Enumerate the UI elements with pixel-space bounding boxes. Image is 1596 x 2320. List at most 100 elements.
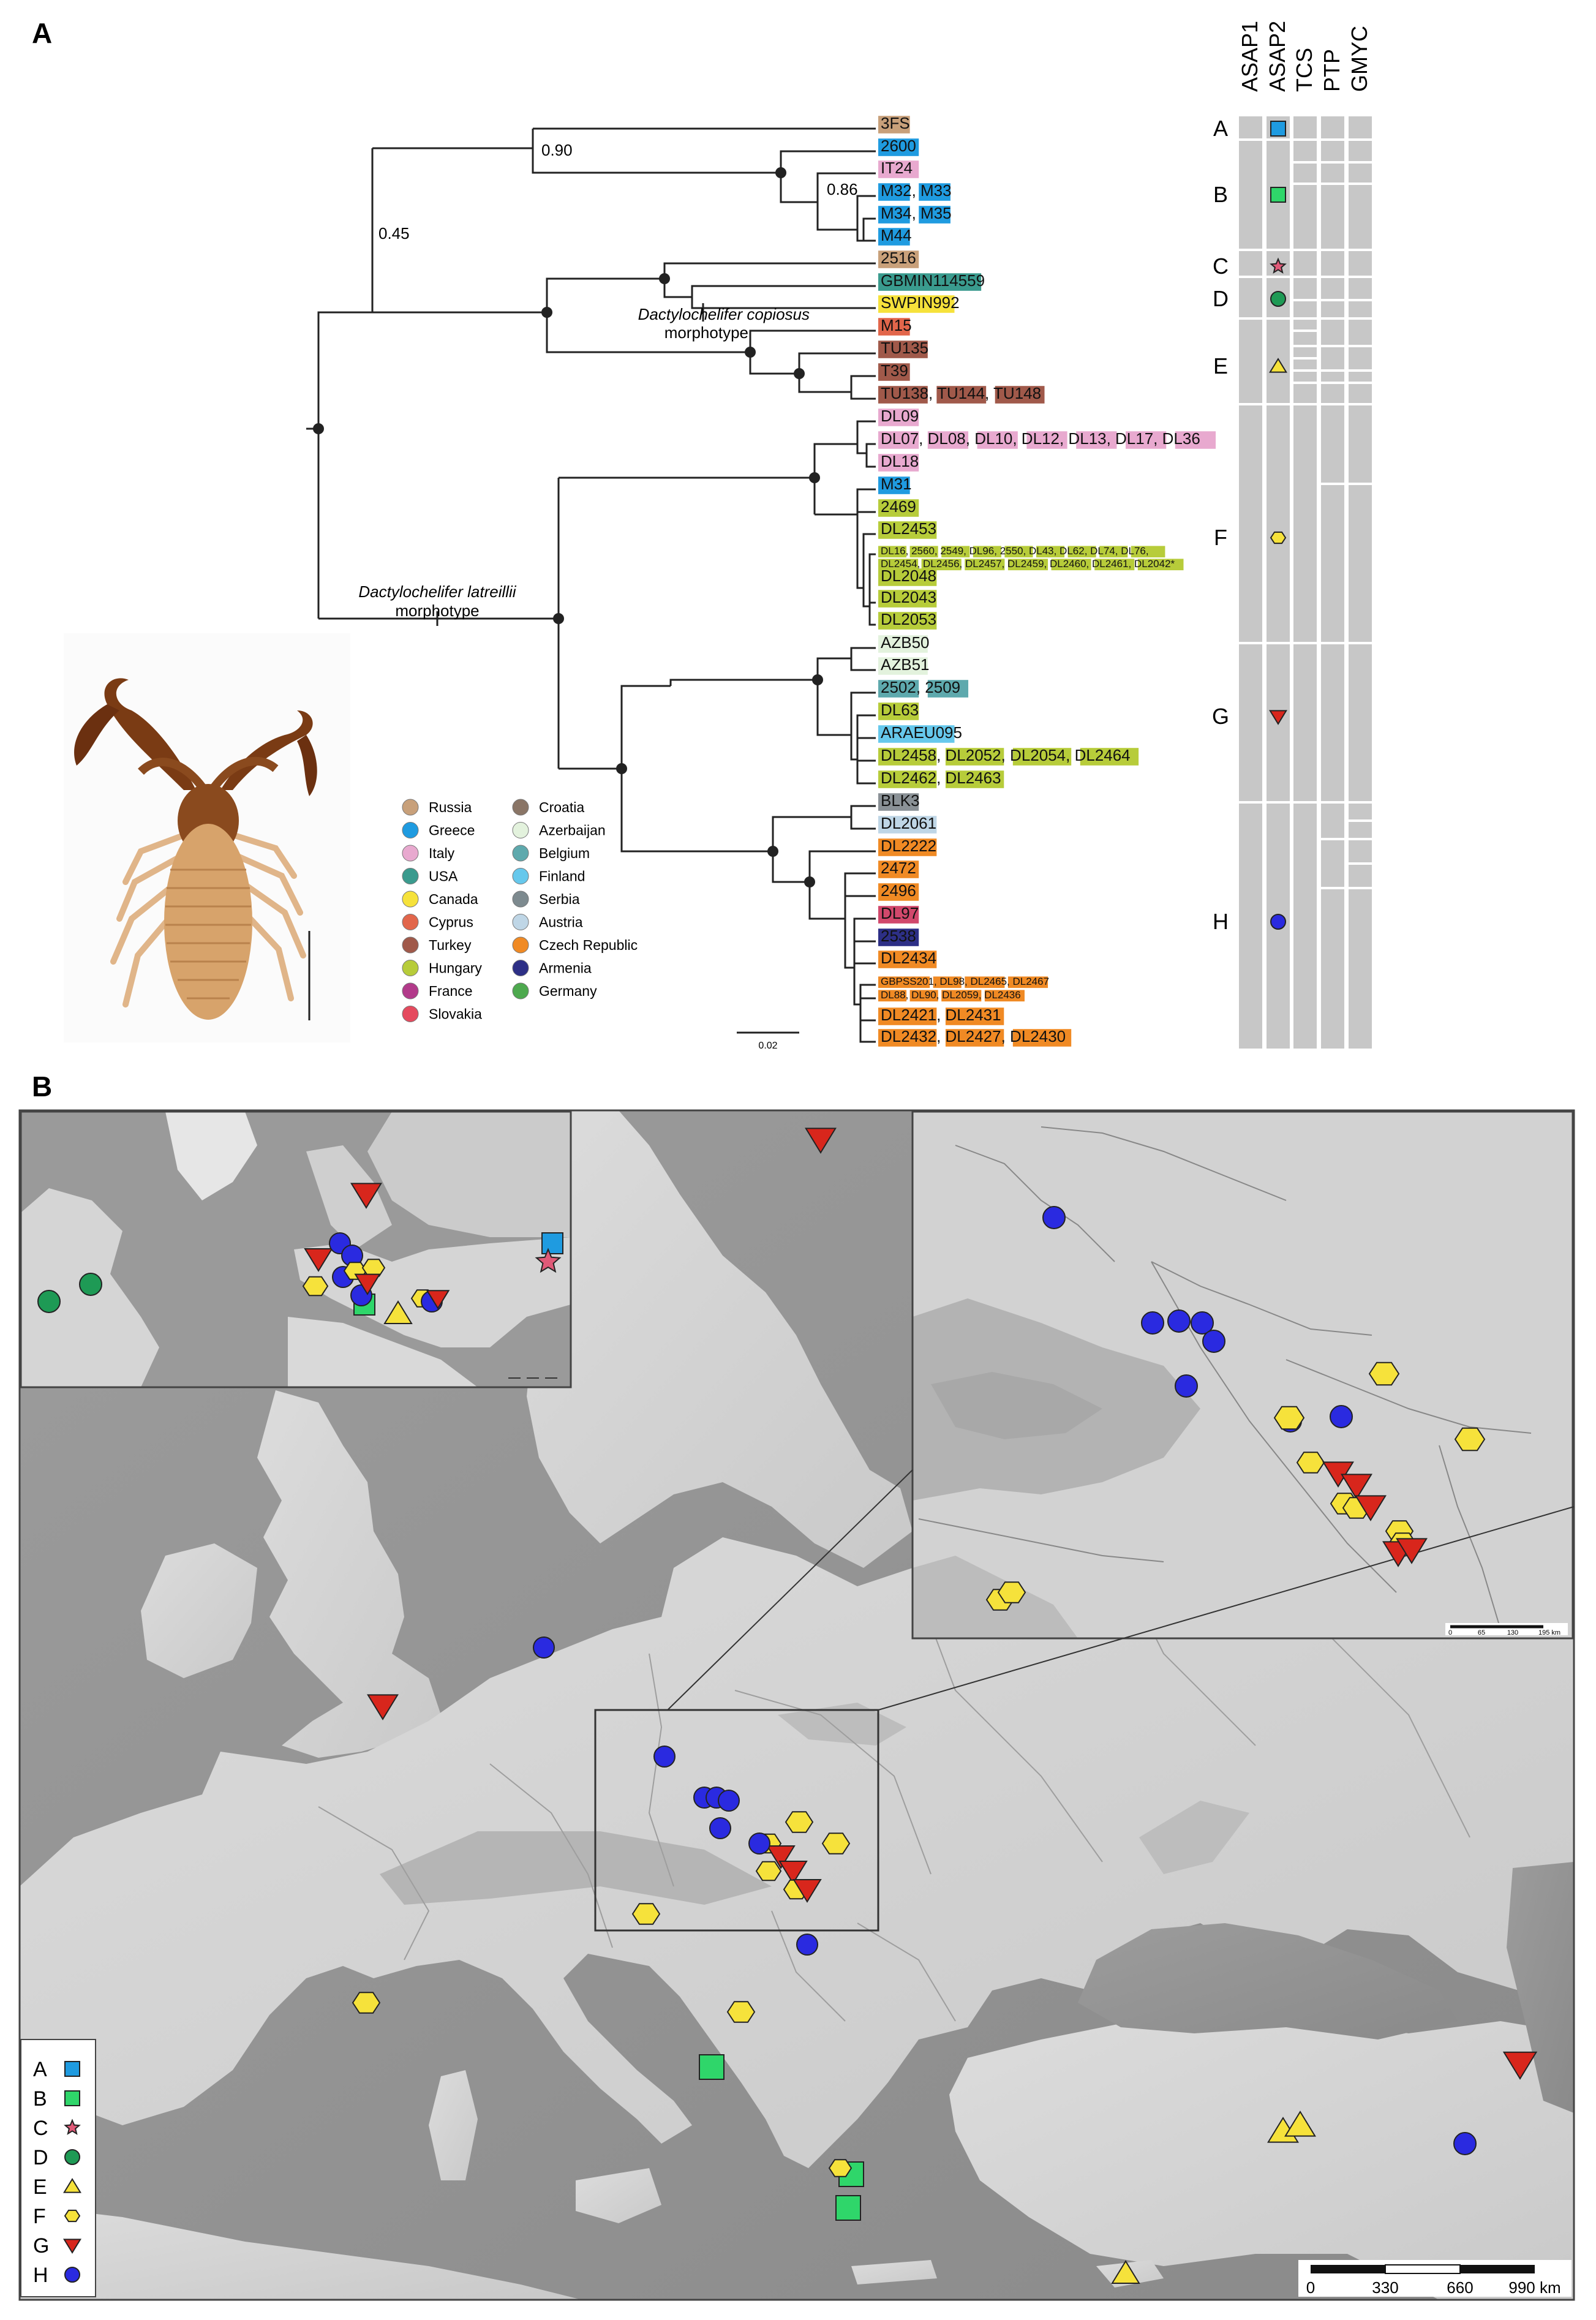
legend-swatch	[512, 845, 529, 862]
clade-legend-letter: G	[33, 2234, 49, 2258]
tree-branch	[850, 735, 857, 761]
tip-highlight	[1004, 546, 1033, 558]
tree-node	[541, 307, 552, 318]
tree-branch	[862, 588, 870, 608]
tip-label: DL97	[881, 904, 919, 922]
tree-branch	[859, 1004, 876, 1043]
node-support-086: 0.86	[827, 180, 858, 198]
tree-branch	[691, 297, 876, 309]
legend-label: Hungary	[429, 960, 482, 976]
inset-scale-labels: 0 65 130 195 km	[1448, 1629, 1560, 1636]
tip-highlight	[941, 546, 970, 558]
legend-swatch	[402, 936, 419, 954]
clade-letter: E	[1213, 353, 1228, 379]
tree-branch	[856, 579, 864, 589]
tip-highlight	[878, 568, 937, 586]
panel-b-letter: B	[32, 1071, 52, 1102]
tip-highlight	[878, 295, 955, 313]
legend-swatch	[512, 868, 529, 884]
legend-label: Czech Republic	[539, 937, 638, 953]
tree-branch	[772, 816, 851, 851]
tip-label: 2496	[881, 881, 916, 900]
tip-highlight	[878, 341, 928, 358]
inset-scale-0: 0	[1448, 1629, 1452, 1636]
tree-branch	[859, 997, 876, 1004]
legend-label: Belgium	[539, 845, 590, 861]
map-marker-e	[1111, 2260, 1140, 2284]
map-scale-330: 330	[1372, 2278, 1398, 2297]
clade-letter: H	[1213, 909, 1229, 934]
tree-branch	[868, 553, 876, 606]
tree-branch	[816, 657, 851, 680]
tip-label: DL2434	[881, 949, 936, 967]
tip-highlight	[878, 521, 937, 539]
tip-label: BLK3	[881, 791, 920, 810]
tip-highlight	[927, 680, 969, 698]
clade-symbol	[1270, 291, 1286, 307]
map-marker-h	[1453, 2132, 1477, 2155]
tip-label: DL2462, DL2463	[881, 769, 1001, 787]
tip-highlight	[984, 990, 1025, 1002]
map-marker-f	[352, 1992, 381, 2014]
tree-node	[812, 674, 823, 685]
clade-legend-letter: D	[33, 2146, 48, 2169]
tip-highlight	[1051, 559, 1091, 571]
zoom-inset-frame	[911, 1110, 1574, 1640]
legend-swatch	[512, 960, 529, 976]
tip-label: DL2043	[881, 588, 936, 606]
tree-branch	[859, 984, 876, 1004]
clade-symbol	[1270, 531, 1287, 544]
tree-branch	[691, 285, 876, 297]
legend-swatch	[402, 914, 419, 930]
map-marker-f	[1273, 1406, 1305, 1430]
tip-highlight	[1175, 431, 1216, 449]
method-column	[1349, 116, 1372, 1049]
tip-label: SWPIN992	[881, 293, 960, 312]
legend-swatch	[402, 822, 419, 838]
legend-label: Finland	[539, 868, 585, 884]
tip-label: AZB51	[881, 655, 930, 674]
tip-label: ARAEU095	[881, 723, 962, 742]
tree-branch	[853, 917, 876, 968]
map-marker-h	[709, 1817, 731, 1839]
method-column-header: ASAP1	[1237, 21, 1262, 92]
tree-branch	[816, 202, 857, 231]
map-marker-e	[1284, 2111, 1316, 2137]
tip-label: 2516	[881, 249, 916, 267]
legend-swatch	[402, 891, 419, 908]
tip-highlight	[878, 748, 937, 766]
tip-highlight	[878, 702, 919, 720]
tip-highlight	[945, 748, 1004, 766]
tree-branch	[850, 375, 876, 392]
tip-highlight	[878, 499, 919, 517]
tree-branch	[850, 817, 876, 830]
clade-letter: F	[1214, 525, 1227, 550]
inset-scale-195: 195 km	[1538, 1629, 1560, 1636]
legend-swatch	[402, 982, 419, 1000]
tip-labels: 3FS 2600 IT24 M32, M33 M34, M35 M44 2516 GBMIN1…	[878, 114, 1216, 1047]
clade-legend-letter: B	[33, 2087, 47, 2111]
map-marker-f	[1368, 1361, 1400, 1386]
tip-highlight	[878, 928, 919, 946]
clade-legend-letter: C	[33, 2117, 48, 2140]
tree-branch	[856, 488, 876, 514]
tree-branch	[620, 769, 671, 853]
clade-legend-letter: H	[33, 2264, 48, 2287]
legend-label: Austria	[539, 914, 583, 930]
morphotype-latreillii-name: Dactylochelifer latreillii	[358, 582, 516, 601]
legend-swatch	[512, 822, 529, 838]
clade-legend-symbol	[64, 2209, 81, 2223]
map-marker-f	[785, 1811, 814, 1833]
tree-branch	[546, 277, 664, 312]
tree-branch	[816, 172, 876, 202]
tip-label: M31	[881, 475, 912, 493]
tip-highlight	[878, 546, 907, 558]
tip-highlight	[1126, 431, 1167, 449]
method-column-header: TCS	[1292, 48, 1317, 92]
node-support-090: 0.90	[541, 141, 573, 159]
tree-scale-label: 0.02	[758, 1041, 777, 1051]
method-column-header: PTP	[1319, 49, 1344, 92]
tip-highlight	[945, 1007, 1004, 1025]
legend-swatch	[402, 960, 419, 976]
clade-letter: D	[1213, 286, 1229, 311]
